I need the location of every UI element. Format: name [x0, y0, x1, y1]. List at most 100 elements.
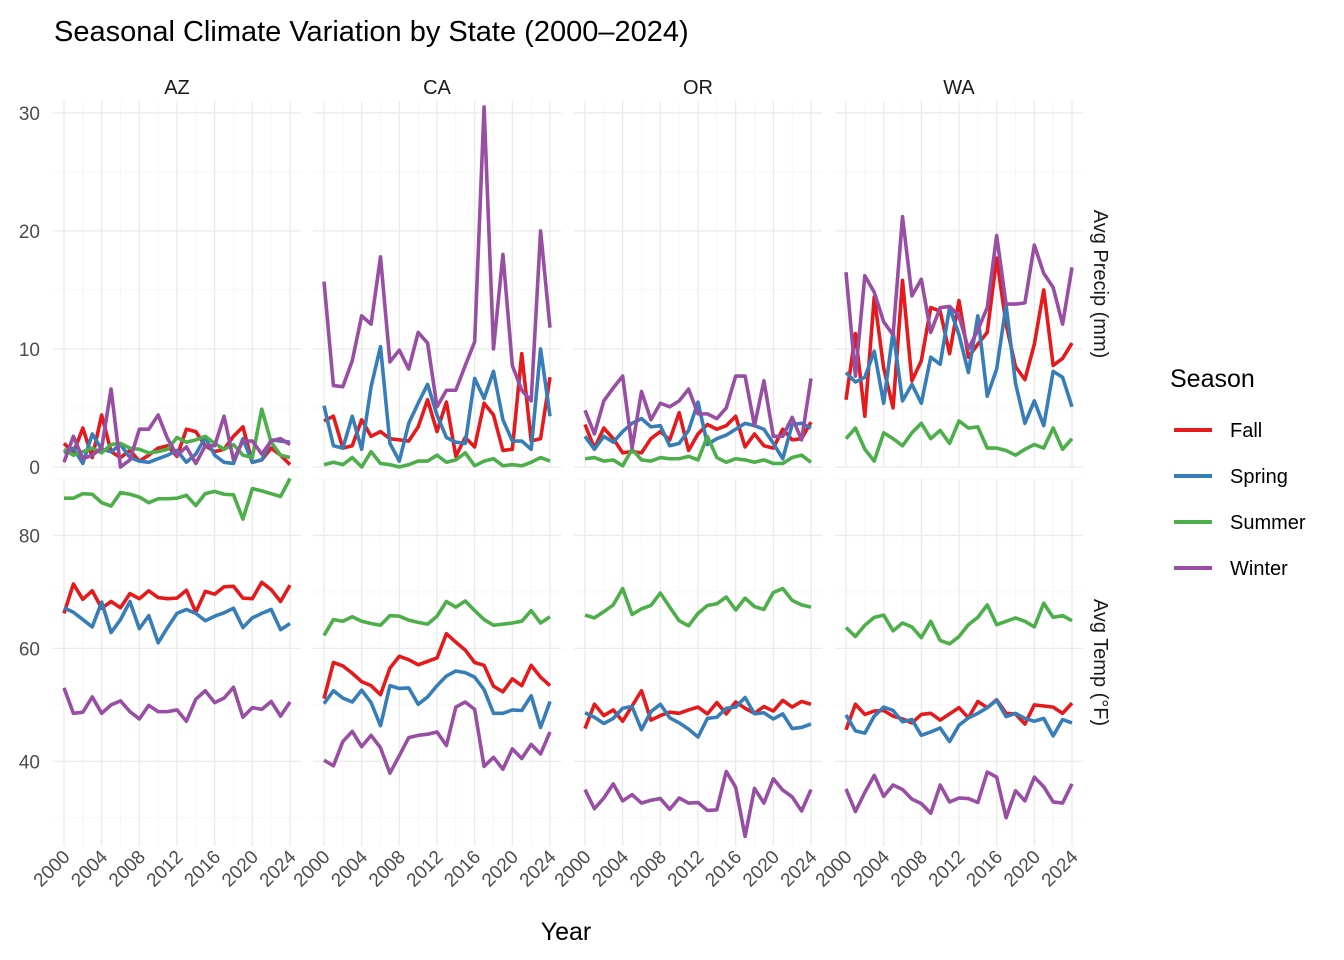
facet-strip-label: WA	[943, 77, 975, 99]
x-tick-label: 2004	[849, 846, 894, 891]
facet-strips: AZ CA OR WA Avg Precip (mm) Avg Temp (°F)	[164, 77, 1111, 726]
series-line-winter	[62, 685, 292, 724]
series-line-fall	[583, 410, 813, 455]
legend-label: Summer	[1230, 512, 1306, 534]
facet-strip-label: AZ	[164, 77, 190, 99]
series-line-fall	[583, 688, 812, 730]
x-tick-label: 2024	[516, 846, 561, 891]
panel-az-row-1	[62, 477, 292, 724]
x-tick-label: 2024	[1038, 846, 1083, 891]
legend-item-summer: Summer	[1174, 512, 1306, 534]
series-line-summer	[844, 601, 1073, 646]
legend-label: Fall	[1230, 420, 1262, 442]
legend-item-spring: Spring	[1174, 466, 1288, 488]
x-tick-label: 2020	[1000, 847, 1045, 892]
series-line-spring	[583, 400, 812, 461]
panel-or-row-1	[583, 586, 813, 839]
series-line-summer	[63, 407, 291, 460]
x-tick-label: 2016	[701, 847, 746, 892]
facet-strip-label: OR	[683, 77, 713, 99]
x-axis-title: Year	[541, 918, 592, 946]
series-line-fall	[844, 697, 1074, 731]
x-tick-label: 2012	[925, 847, 970, 892]
facet-row-label: Avg Temp (°F)	[1089, 599, 1111, 726]
y-tick-label: 30	[19, 104, 40, 125]
series-line-winter	[322, 105, 552, 409]
x-tick-label: 2020	[218, 847, 263, 892]
facet-strip-label: CA	[423, 77, 451, 99]
series-line-fall	[844, 256, 1074, 419]
legend-item-fall: Fall	[1174, 420, 1262, 442]
legend: Season Fall Spring Summer Winter	[1170, 365, 1306, 580]
series-line-spring	[322, 344, 552, 463]
panel-ca-row-1	[322, 599, 552, 775]
series-line-fall	[322, 631, 552, 700]
legend-label: Winter	[1230, 558, 1288, 580]
facet-panels	[53, 101, 1083, 846]
series-line-spring	[322, 669, 552, 730]
x-tick-label: 2012	[664, 847, 709, 892]
x-tick-label: 2004	[327, 846, 372, 891]
chart-title: Seasonal Climate Variation by State (200…	[54, 16, 689, 48]
series-line-summer	[323, 449, 551, 469]
x-tick-label: 2008	[626, 847, 671, 892]
series-line-spring	[584, 695, 812, 739]
panel-az-row-0	[62, 387, 292, 469]
series-line-winter	[323, 700, 552, 775]
series-line-winter	[844, 214, 1074, 378]
x-tick-label: 2000	[551, 847, 596, 892]
y-tick-label: 20	[19, 222, 40, 243]
series-line-winter	[583, 769, 813, 839]
series-line-summer	[844, 419, 1074, 463]
y-tick-label: 60	[19, 639, 40, 660]
x-tick-label: 2016	[440, 847, 485, 892]
y-tick-label: 0	[29, 458, 40, 479]
series-line-summer	[64, 477, 292, 521]
series-line-fall	[323, 351, 552, 459]
y-tick-label: 10	[19, 340, 40, 361]
panel-grid	[574, 101, 822, 468]
panel-ca-row-0	[322, 105, 552, 469]
panel-grid	[835, 101, 1083, 468]
series-line-spring	[63, 599, 291, 645]
y-tick-label: 80	[19, 526, 40, 547]
panel-wa-row-1	[844, 601, 1074, 820]
x-tick-label: 2020	[478, 847, 523, 892]
x-tick-label: 2012	[143, 847, 188, 892]
panel-grid	[53, 101, 301, 468]
x-tick-label: 2024	[256, 846, 301, 891]
x-tick-label: 2024	[777, 846, 822, 891]
x-tick-label: 2016	[962, 847, 1007, 892]
series-line-summer	[584, 434, 813, 468]
legend-entries: Fall Spring Summer Winter	[1174, 420, 1306, 580]
panel-grid	[313, 478, 561, 846]
x-tick-label: 2008	[887, 847, 932, 892]
series-line-spring	[844, 698, 1073, 744]
y-tick-label: 40	[19, 752, 40, 773]
x-tick-label: 2000	[30, 847, 75, 892]
x-tick-label: 2004	[588, 846, 633, 891]
x-tick-label: 2000	[812, 847, 857, 892]
panel-wa-row-0	[844, 214, 1074, 463]
panel-grid	[53, 478, 301, 846]
legend-item-winter: Winter	[1174, 558, 1288, 580]
legend-label: Spring	[1230, 466, 1288, 488]
series-line-spring	[844, 303, 1074, 428]
series-line-winter	[583, 374, 813, 450]
legend-title: Season	[1170, 365, 1255, 393]
series-line-summer	[322, 599, 551, 637]
x-tick-label: 2012	[403, 847, 448, 892]
facet-row-label: Avg Precip (mm)	[1089, 210, 1111, 359]
series-line-winter	[844, 770, 1074, 820]
x-tick-label: 2000	[290, 847, 335, 892]
x-tick-label: 2008	[105, 847, 150, 892]
series-line-summer	[584, 586, 812, 628]
panel-or-row-0	[583, 374, 813, 468]
series-line-fall	[62, 580, 292, 615]
x-tick-label: 2016	[180, 847, 225, 892]
x-tick-label: 2008	[365, 847, 410, 892]
x-tick-label: 2020	[739, 847, 784, 892]
x-tick-label: 2004	[67, 846, 112, 891]
series-line-winter	[62, 387, 291, 469]
